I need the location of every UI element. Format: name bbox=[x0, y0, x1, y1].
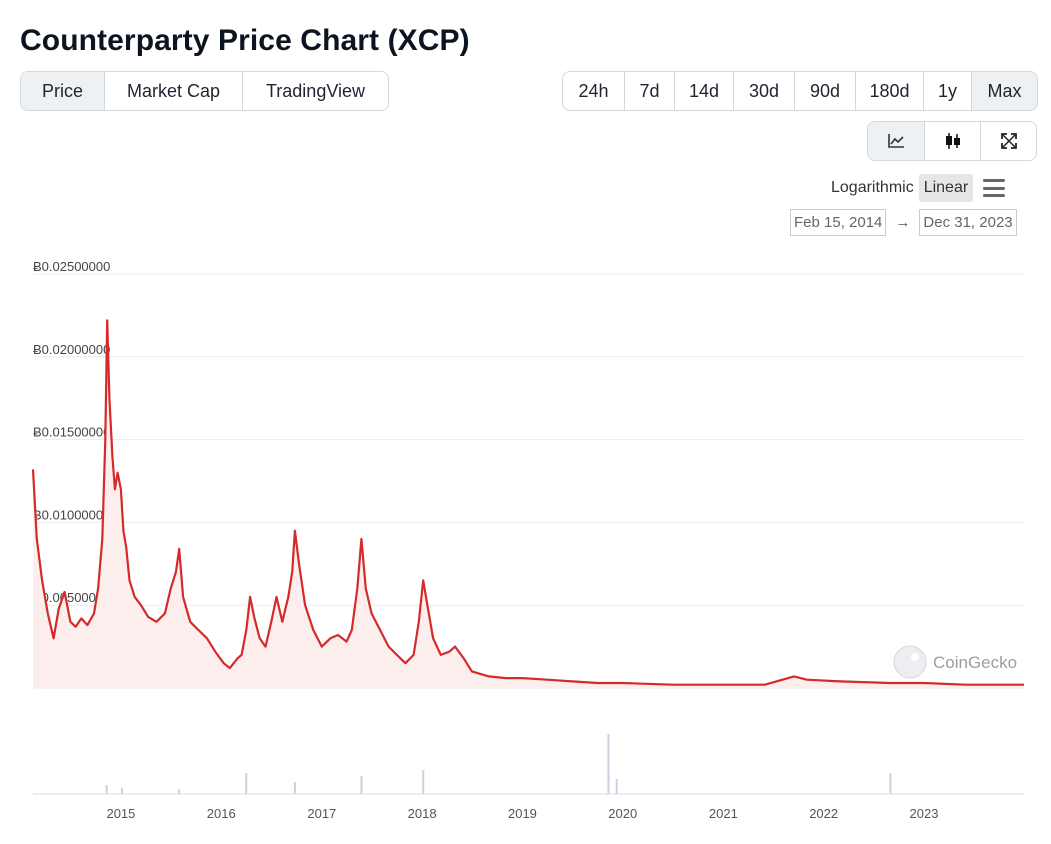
volume-bar bbox=[178, 789, 181, 794]
range-30d-button[interactable]: 30d bbox=[733, 72, 794, 110]
line-chart-button[interactable] bbox=[868, 122, 924, 160]
chart-type-selector bbox=[867, 121, 1037, 161]
x-tick-label: 2017 bbox=[307, 806, 336, 821]
price-chart: Ƀ0.00Ƀ0.00500000Ƀ0.01000000Ƀ0.01500000Ƀ0… bbox=[31, 259, 1024, 821]
linear-button[interactable]: Linear bbox=[918, 174, 974, 202]
volume-bar bbox=[607, 734, 610, 794]
date-range: Feb 15, 2014 → Dec 31, 2023 bbox=[790, 209, 1017, 236]
tab-tradingview[interactable]: TradingView bbox=[242, 72, 388, 110]
y-tick-label: Ƀ0.01500000 bbox=[33, 425, 110, 440]
candlestick-button[interactable] bbox=[924, 122, 980, 160]
range-14d-button[interactable]: 14d bbox=[674, 72, 733, 110]
volume-bar bbox=[889, 773, 892, 794]
volume-bar bbox=[105, 785, 108, 794]
volume-bar bbox=[121, 788, 124, 794]
candlestick-icon bbox=[945, 133, 960, 149]
coingecko-logo bbox=[893, 645, 927, 679]
volume-bar bbox=[245, 773, 248, 794]
page-title: Counterparty Price Chart (XCP) bbox=[20, 24, 470, 57]
chart-tabs: Price Market Cap TradingView bbox=[20, 71, 389, 111]
y-tick-label: Ƀ0.01000000 bbox=[33, 507, 110, 522]
range-24h-button[interactable]: 24h bbox=[578, 80, 609, 101]
range-180d-button[interactable]: 180d bbox=[855, 72, 923, 110]
y-tick-label: Ƀ0.02500000 bbox=[33, 259, 110, 274]
y-tick-label: Ƀ0.00500000 bbox=[33, 590, 110, 605]
date-arrow: → bbox=[895, 214, 911, 231]
line-chart-icon bbox=[888, 134, 904, 148]
fullscreen-button[interactable] bbox=[980, 122, 1036, 160]
time-range-selector: 24h 7d 14d 30d 90d 180d 1y Max bbox=[562, 71, 1038, 111]
x-tick-label: 2022 bbox=[809, 806, 838, 821]
menu-icon[interactable] bbox=[983, 179, 1006, 197]
tab-market-cap[interactable]: Market Cap bbox=[104, 72, 242, 110]
x-tick-label: 2019 bbox=[508, 806, 537, 821]
price-area bbox=[33, 320, 1024, 688]
x-tick-label: 2015 bbox=[106, 806, 135, 821]
logarithmic-button[interactable]: Logarithmic bbox=[831, 179, 914, 196]
expand-icon bbox=[1000, 133, 1017, 149]
range-1y-button[interactable]: 1y bbox=[923, 72, 971, 110]
tab-price[interactable]: Price bbox=[21, 72, 104, 110]
date-to-input[interactable]: Dec 31, 2023 bbox=[919, 209, 1017, 236]
x-tick-label: 2021 bbox=[709, 806, 738, 821]
price-line bbox=[31, 319, 1024, 686]
y-tick-label: Ƀ0.02000000 bbox=[33, 342, 110, 357]
volume-bar bbox=[360, 776, 363, 794]
range-90d-button[interactable]: 90d bbox=[794, 72, 855, 110]
x-tick-label: 2016 bbox=[207, 806, 236, 821]
x-tick-label: 2018 bbox=[408, 806, 437, 821]
volume-bar bbox=[422, 770, 425, 794]
x-tick-label: 2023 bbox=[910, 806, 939, 821]
volume-bar bbox=[293, 782, 296, 794]
date-from-input[interactable]: Feb 15, 2014 bbox=[790, 209, 887, 236]
range-max-button[interactable]: Max bbox=[971, 72, 1037, 110]
range-7d-button[interactable]: 7d bbox=[624, 72, 674, 110]
watermark-text: CoinGecko bbox=[933, 653, 1017, 672]
x-tick-label: 2020 bbox=[608, 806, 637, 821]
scale-toggle: Logarithmic Linear bbox=[826, 174, 1006, 202]
volume-bar bbox=[615, 779, 618, 794]
